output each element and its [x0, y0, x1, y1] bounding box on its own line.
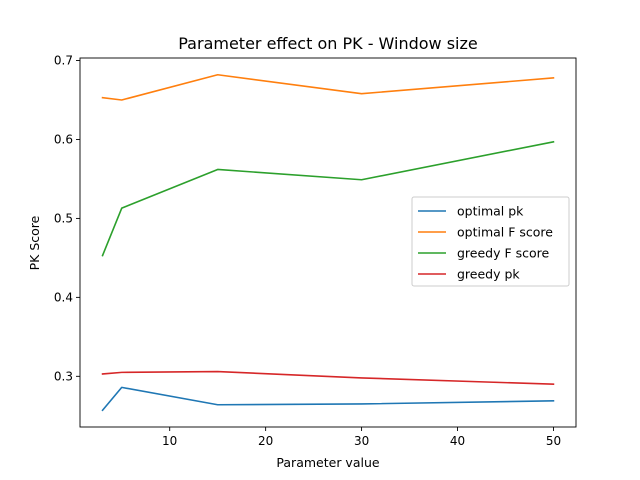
legend-box [411, 196, 570, 287]
y-tick-label: 0.7 [54, 54, 73, 68]
x-tick-label: 20 [258, 434, 273, 448]
legend-label: greedy F score [457, 246, 550, 261]
x-tick-label: 10 [162, 434, 177, 448]
y-tick-label: 0.6 [54, 132, 73, 146]
y-tick-label: 0.4 [54, 290, 73, 304]
series-line-4 [101, 370, 555, 386]
x-tick-label: 50 [546, 434, 561, 448]
legend-label: optimal pk [457, 204, 524, 219]
x-tick-label: 30 [354, 434, 369, 448]
legend-label: greedy pk [457, 267, 520, 282]
y-axis-label: PK Score [27, 215, 42, 270]
series-line-1 [101, 386, 555, 412]
x-tick-label: 40 [450, 434, 465, 448]
legend-label: optimal F score [457, 225, 553, 240]
y-tick-label: 0.3 [54, 369, 73, 383]
plot-area: 10 20 30 40 50 0.3 0.4 0.5 0.6 0.7 [54, 54, 577, 448]
chart-title: Parameter effect on PK - Window size [178, 34, 478, 53]
legend: optimal pk optimal F score greedy F score g… [411, 196, 570, 287]
axes-frame [79, 57, 577, 428]
series-line-3 [101, 140, 555, 257]
x-axis-label: Parameter value [276, 455, 379, 470]
series-line-2 [101, 73, 555, 101]
y-tick-label: 0.5 [54, 211, 73, 225]
